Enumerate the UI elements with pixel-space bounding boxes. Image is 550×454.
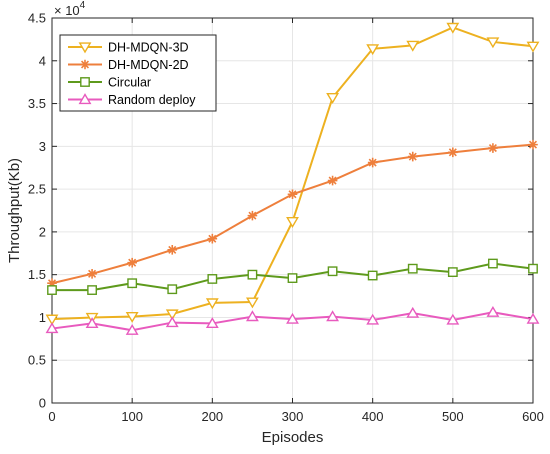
data-point-dh-mdqn-2d [407, 151, 418, 162]
data-point-random-deploy [85, 317, 99, 329]
data-point-dh-mdqn-2d [247, 210, 258, 221]
x-tick-label: 200 [201, 409, 223, 424]
data-point-dh-mdqn-2d [327, 175, 338, 186]
data-point-circular [47, 285, 57, 295]
data-point-dh-mdqn-3d [526, 41, 540, 53]
x-tick-label: 100 [121, 409, 143, 424]
data-point-circular [327, 266, 338, 277]
data-point-dh-mdqn-2d [367, 157, 378, 168]
data-point-random-deploy [125, 323, 139, 335]
y-axis-title: Throughput(Kb) [6, 158, 23, 263]
legend: DH-MDQN-3D DH-MDQN-2D Circular Random deplo… [59, 34, 217, 112]
data-point-random-deploy [326, 310, 340, 322]
y-tick-label: 4.5 [28, 11, 46, 26]
x-tick-label: 0 [48, 409, 55, 424]
x-tick-label: 400 [362, 409, 384, 424]
y-tick-label: 2.5 [28, 182, 46, 197]
y-tick-label: 3 [39, 139, 46, 154]
data-point-dh-mdqn-3d [286, 217, 299, 228]
data-point-random-deploy [245, 310, 259, 322]
x-tick-label: 600 [522, 409, 544, 424]
legend-marker-dh-mdqn-2d [80, 59, 90, 70]
data-point-random-deploy [526, 312, 540, 324]
y-tick-label: 3.5 [28, 96, 46, 111]
x-tick-label: 500 [442, 409, 464, 424]
legend-label-circular: Circular [108, 76, 151, 90]
data-point-circular [87, 285, 97, 295]
data-point-dh-mdqn-3d [245, 297, 259, 309]
data-point-dh-mdqn-2d [87, 269, 97, 279]
data-point-circular [167, 284, 178, 295]
series-group [45, 22, 540, 335]
series-dh-mdqn-3d [45, 22, 540, 326]
data-point-dh-mdqn-3d [125, 311, 139, 323]
data-point-circular [247, 269, 258, 280]
data-point-circular [207, 274, 218, 284]
data-point-dh-mdqn-3d [406, 40, 420, 52]
legend-label-random-deploy: Random deploy [108, 93, 196, 107]
data-point-random-deploy [446, 313, 460, 325]
data-point-dh-mdqn-2d [47, 278, 57, 289]
data-point-dh-mdqn-3d [366, 44, 380, 56]
y-axis-exponent: × 104 [54, 0, 86, 18]
data-point-dh-mdqn-2d [287, 189, 298, 200]
axis-ticks: 0 100 200 300 400 500 600 0 0.5 1 1.5 2 2.5 3 3.5 4 4.5 [28, 11, 544, 425]
data-point-circular [528, 263, 538, 274]
x-tick-label: 300 [282, 409, 304, 424]
data-point-dh-mdqn-3d [45, 314, 59, 326]
data-point-dh-mdqn-3d [326, 92, 340, 104]
data-point-random-deploy [205, 317, 219, 329]
data-point-dh-mdqn-2d [448, 147, 458, 158]
data-point-random-deploy [486, 305, 500, 317]
data-point-circular [447, 267, 458, 277]
series-circular [47, 258, 538, 295]
legend-marker-circular [80, 77, 90, 87]
y-tick-label: 1 [39, 310, 46, 325]
data-point-random-deploy [165, 316, 179, 328]
data-point-dh-mdqn-3d [486, 37, 500, 49]
data-point-dh-mdqn-2d [167, 245, 178, 255]
x-axis-title: Episodes [262, 429, 324, 446]
data-point-dh-mdqn-3d [446, 22, 460, 34]
data-point-dh-mdqn-3d [205, 298, 219, 310]
data-point-circular [367, 270, 378, 281]
data-point-dh-mdqn-2d [127, 257, 137, 268]
legend-label-dh-mdqn-3d: DH-MDQN-3D [108, 41, 189, 55]
data-point-random-deploy [406, 306, 420, 318]
y-tick-label: 1.5 [28, 267, 46, 282]
data-point-random-deploy [286, 312, 299, 324]
y-tick-label: 0 [39, 396, 46, 411]
data-point-dh-mdqn-2d [207, 233, 218, 244]
data-point-dh-mdqn-2d [488, 143, 498, 153]
y-tick-label: 2 [39, 224, 46, 239]
data-point-circular [488, 258, 498, 269]
data-point-circular [407, 263, 418, 274]
legend-label-dh-mdqn-2d: DH-MDQN-2D [108, 58, 189, 72]
data-point-random-deploy [45, 322, 59, 334]
legend-marker-dh-mdqn-3d [78, 42, 92, 54]
data-point-dh-mdqn-2d [528, 139, 538, 150]
data-point-dh-mdqn-3d [165, 309, 179, 321]
legend-marker-random-deploy [78, 93, 92, 105]
y-tick-label: 0.5 [28, 353, 46, 368]
data-point-circular [127, 278, 138, 289]
series-dh-mdqn-2d [47, 139, 538, 289]
data-point-circular [287, 273, 298, 283]
data-point-random-deploy [366, 313, 380, 325]
series-random-deploy [45, 305, 540, 335]
y-tick-label: 4 [39, 53, 46, 68]
